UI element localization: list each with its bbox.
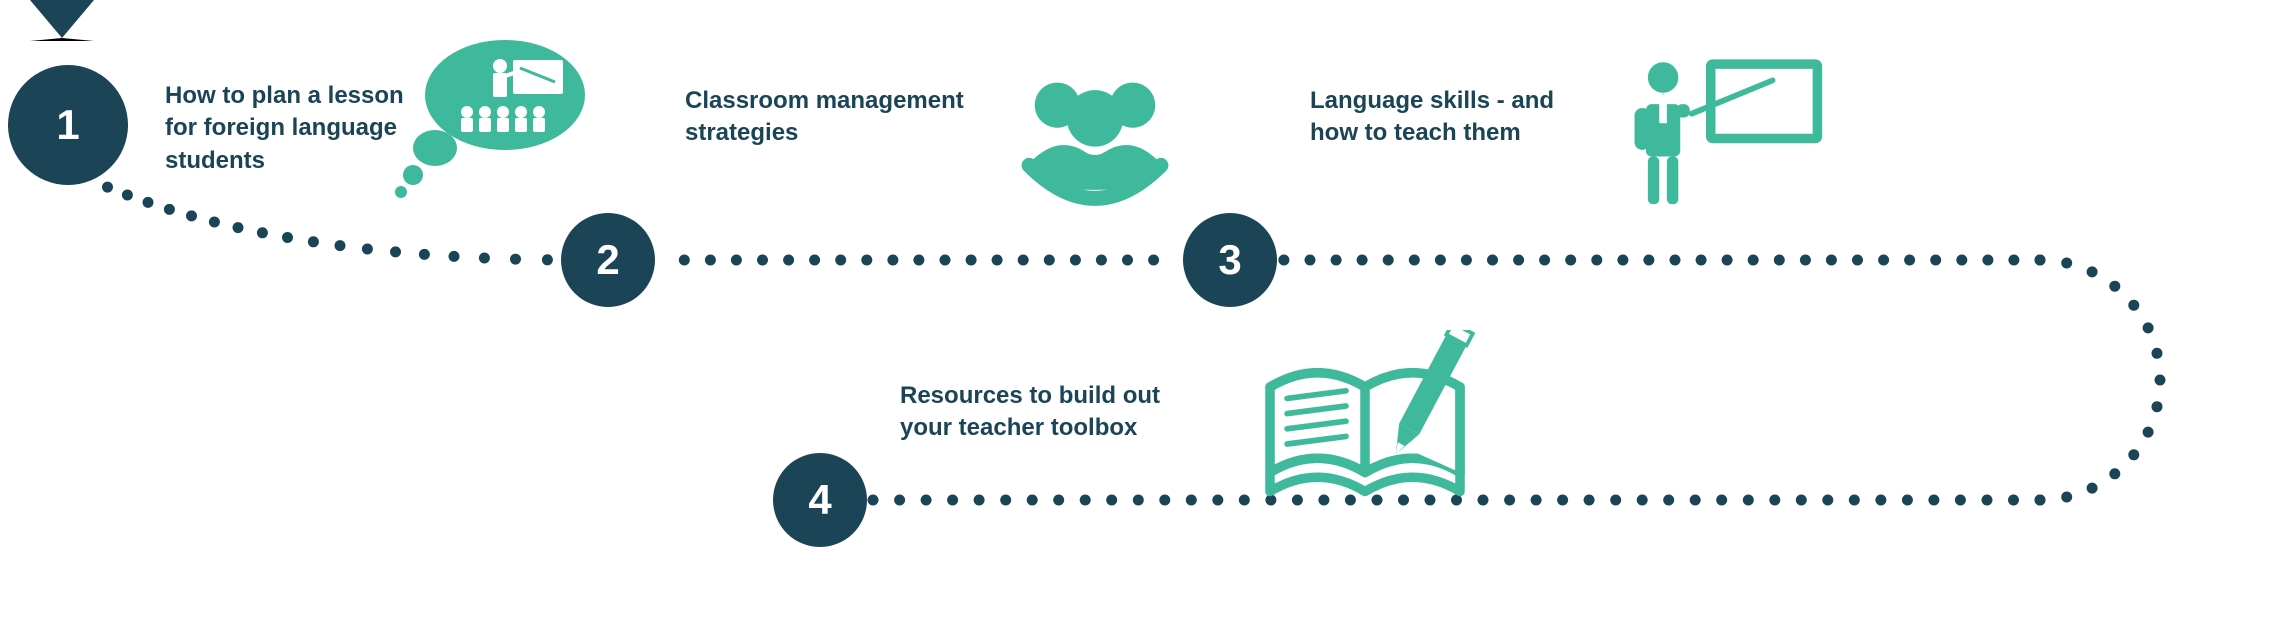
step-3-circle: 3 — [1183, 213, 1277, 307]
step-4-circle: 4 — [773, 453, 867, 547]
step-2-label: Classroom management strategies — [685, 85, 1005, 150]
infographic-stage: 1 How to plan a lesson for foreign langua… — [0, 0, 2292, 629]
team-group-icon — [1000, 60, 1190, 220]
step-3-number: 3 — [1218, 236, 1241, 284]
step-1-circle: 1 — [8, 65, 128, 185]
start-arrow-icon — [30, 0, 94, 41]
step-1-label: How to plan a lesson for foreign languag… — [165, 80, 425, 177]
teacher-board-icon — [1625, 55, 1825, 220]
thought-classroom-icon — [395, 30, 595, 200]
step-4-label: Resources to build out your teacher tool… — [900, 380, 1200, 445]
step-2-number: 2 — [596, 236, 619, 284]
step-1-number: 1 — [56, 101, 79, 149]
step-3-label: Language skills - and how to teach them — [1310, 85, 1590, 150]
step-4-number: 4 — [808, 476, 831, 524]
book-pencil-icon — [1250, 330, 1480, 520]
step-2-circle: 2 — [561, 213, 655, 307]
